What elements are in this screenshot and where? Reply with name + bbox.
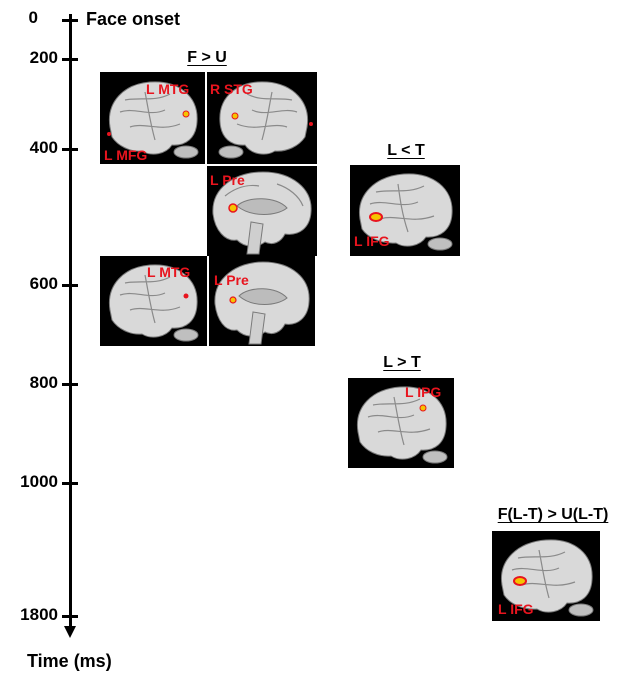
- brain-panel-l-ifg-l-lt-t: L IFG: [350, 165, 460, 256]
- tick-label-0: 0: [28, 8, 38, 27]
- region-label-l-ipg: L IPG: [405, 384, 442, 400]
- region-label-l-mtg: L MTG: [147, 264, 191, 280]
- tick-0: [62, 19, 78, 22]
- brain-panel-r-stg: R STG: [207, 72, 317, 164]
- tick-1800: [62, 615, 78, 618]
- tick-1000: [62, 482, 78, 485]
- tick-200: [62, 58, 78, 61]
- tick-label-200: 200: [29, 48, 58, 67]
- brain-panel-l-pre-medial: L Pre: [207, 166, 317, 256]
- brain-lateral-left-icon: [359, 173, 453, 251]
- region-label-l-ifg: L IFG: [498, 601, 534, 617]
- tick-400: [62, 148, 78, 151]
- time-axis-title: Time (ms): [27, 651, 112, 671]
- tick-label-600: 600: [29, 274, 58, 293]
- brain-medial-icon: [212, 171, 312, 255]
- tick-label-1000: 1000: [20, 472, 58, 491]
- region-label-l-mfg: L MFG: [104, 147, 148, 163]
- brain-medial-icon: [214, 261, 310, 345]
- region-label-l-pre: L Pre: [210, 172, 245, 188]
- region-label-r-stg: R STG: [210, 81, 253, 97]
- group-title-l-lt-t: L < T: [387, 142, 425, 159]
- region-label-l-ifg: L IFG: [354, 233, 390, 249]
- tick-label-400: 400: [29, 138, 58, 157]
- brain-panel-l-pre-600: L Pre: [209, 256, 315, 346]
- time-axis-arrow-icon: [64, 626, 76, 638]
- tick-label-1800: 1800: [20, 605, 58, 624]
- group-title-l-gt-t: L > T: [383, 354, 421, 371]
- region-label-l-mtg: L MTG: [146, 81, 190, 97]
- brain-panel-l-mtg-l-mfg: L MTG L MFG: [100, 72, 205, 164]
- brain-panel-l-ifg-interaction: L IFG: [492, 531, 600, 621]
- group-title-f-gt-u: F > U: [187, 49, 227, 66]
- tick-600: [62, 284, 78, 287]
- brain-panel-l-ipg: L IPG: [348, 378, 454, 468]
- face-onset-label: Face onset: [86, 9, 181, 29]
- group-title-interaction: F(L-T) > U(L-T): [497, 506, 609, 523]
- tick-label-800: 800: [29, 373, 58, 392]
- brain-panel-l-mtg-600: L MTG: [100, 256, 207, 346]
- brain-lateral-left-icon: [107, 81, 199, 159]
- brain-lateral-left-icon: [501, 539, 594, 617]
- brain-lateral-right-icon: [218, 81, 313, 159]
- tick-800: [62, 383, 78, 386]
- brain-lateral-left-icon: [108, 264, 199, 342]
- region-label-l-pre: L Pre: [214, 272, 249, 288]
- time-axis-line: [69, 14, 72, 628]
- brain-lateral-left-icon: [356, 386, 448, 464]
